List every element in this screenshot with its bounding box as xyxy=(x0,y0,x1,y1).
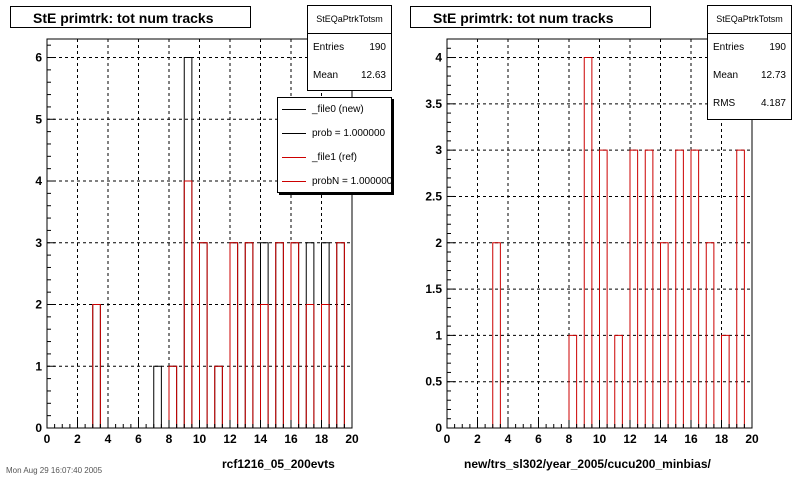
right-x-tick-label-3: 6 xyxy=(535,432,542,446)
right-stats-entries: Entries 190 xyxy=(708,34,791,62)
left-x-tick-label-4: 8 xyxy=(166,432,173,446)
left-x-tick-label-7: 14 xyxy=(254,432,268,446)
legend-entry-file0: _file0 (new) xyxy=(278,98,391,122)
legend-line-probn xyxy=(282,181,306,182)
right-y-tick-label-2: 1 xyxy=(435,328,442,342)
right-y-tick-label-6: 3 xyxy=(435,143,442,157)
legend-label-file0: _file0 (new) xyxy=(312,104,364,115)
right-stats-rms-value: 4.187 xyxy=(760,98,786,109)
left-y-tick-label-0: 0 xyxy=(35,421,42,435)
right-x-tick-label-5: 10 xyxy=(593,432,607,446)
right-stats-mean-value: 12.73 xyxy=(760,70,786,81)
right-stats-mean: Mean 12.73 xyxy=(708,62,791,90)
right-pad: 0 2 4 6 8 10 12 14 16 18 20 0 0.5 1 1.5 2 2.5 3 3.5 4 StE p… xyxy=(400,0,800,480)
left-y-tick-label-1: 1 xyxy=(35,359,42,373)
legend-line-file1 xyxy=(282,157,306,158)
right-stats-entries-label: Entries xyxy=(713,42,745,53)
right-y-tick-label-5: 2.5 xyxy=(425,189,442,203)
left-x-tick-label-3: 6 xyxy=(135,432,142,446)
left-series-1 xyxy=(47,180,352,429)
right-x-tick-label-1: 2 xyxy=(474,432,481,446)
right-y-tick-label-7: 3.5 xyxy=(425,97,442,111)
left-x-tick-label-0: 0 xyxy=(44,432,51,446)
left-x-tick-label-9: 18 xyxy=(315,432,329,446)
right-y-tick-label-0: 0 xyxy=(435,421,442,435)
left-y-tick-label-3: 3 xyxy=(35,236,42,250)
right-stats-entries-value: 190 xyxy=(769,42,786,53)
right-histogram: 0 2 4 6 8 10 12 14 16 18 20 0 0.5 1 1.5 2 2.5 3 3.5 4 xyxy=(425,38,759,446)
right-x-tick-label-4: 8 xyxy=(566,432,573,446)
right-stats-rms-label: RMS xyxy=(713,98,736,109)
left-x-axis-title: rcf1216_05_200evts xyxy=(222,457,335,471)
right-y-tick-label-1: 0.5 xyxy=(425,375,442,389)
right-stats-mean-label: Mean xyxy=(713,70,739,81)
right-x-tick-label-7: 14 xyxy=(654,432,668,446)
left-stats-entries-label: Entries xyxy=(313,42,345,53)
right-y-tick-label-3: 1.5 xyxy=(425,282,442,296)
left-pad: 0 2 4 6 8 10 12 14 16 18 20 0 1 2 3 4 5 6 StE primtrk: to… xyxy=(10,5,392,471)
right-x-tick-label-9: 18 xyxy=(715,432,729,446)
left-legend: _file0 (new) prob = 1.000000 _file1 (ref… xyxy=(277,97,392,193)
right-x-tick-label-6: 12 xyxy=(623,432,637,446)
left-pad-title: StE primtrk: tot num tracks xyxy=(10,6,251,28)
right-x-tick-label-10: 20 xyxy=(745,432,759,446)
right-x-tick-label-8: 16 xyxy=(684,432,698,446)
right-x-axis-title: new/trs_sl302/year_2005/cucu200_minbias/ xyxy=(464,457,711,471)
left-stats-mean: Mean 12.63 xyxy=(308,62,391,90)
footer-timestamp: Mon Aug 29 16:07:40 2005 xyxy=(6,466,103,475)
left-y-tick-label-6: 6 xyxy=(35,51,42,65)
left-stats-box: StEQaPtrkTotsm Entries 190 Mean 12.63 xyxy=(307,5,392,91)
right-pad-title: StE primtrk: tot num tracks xyxy=(410,6,651,28)
left-x-tick-label-8: 16 xyxy=(284,432,298,446)
right-stats-box: StEQaPtrkTotsm Entries 190 Mean 12.73 RM… xyxy=(707,5,792,120)
left-stats-mean-label: Mean xyxy=(313,70,339,81)
legend-label-file1: _file1 (ref) xyxy=(312,152,358,163)
left-y-tick-label-5: 5 xyxy=(35,112,42,126)
right-y-tick-label-8: 4 xyxy=(435,51,442,65)
left-x-tick-label-1: 2 xyxy=(74,432,81,446)
legend-entry-file1: _file1 (ref) xyxy=(278,146,391,170)
right-stats-rms: RMS 4.187 xyxy=(708,90,791,118)
legend-entry-probn: probN = 1.000000 xyxy=(278,170,392,192)
legend-label-prob: prob = 1.000000 xyxy=(312,128,386,139)
left-stats-entries: Entries 190 xyxy=(308,34,391,62)
left-stats-entries-value: 190 xyxy=(369,42,386,53)
left-y-tick-label-2: 2 xyxy=(35,298,42,312)
left-x-tick-label-5: 10 xyxy=(193,432,207,446)
left-stats-name: StEQaPtrkTotsm xyxy=(308,6,391,34)
legend-line-file0 xyxy=(282,109,306,110)
right-x-tick-label-2: 4 xyxy=(505,432,512,446)
legend-label-probn: probN = 1.000000 xyxy=(312,176,392,187)
left-y-tick-label-4: 4 xyxy=(35,174,42,188)
legend-entry-prob: prob = 1.000000 xyxy=(278,122,391,146)
right-x-tick-label-0: 0 xyxy=(444,432,451,446)
right-y-tick-label-4: 2 xyxy=(435,236,442,250)
left-x-tick-label-6: 12 xyxy=(223,432,237,446)
left-x-tick-label-10: 20 xyxy=(345,432,359,446)
left-x-tick-label-2: 4 xyxy=(105,432,112,446)
legend-line-prob xyxy=(282,133,306,134)
left-stats-mean-value: 12.63 xyxy=(360,70,386,81)
right-stats-name: StEQaPtrkTotsm xyxy=(708,6,791,34)
